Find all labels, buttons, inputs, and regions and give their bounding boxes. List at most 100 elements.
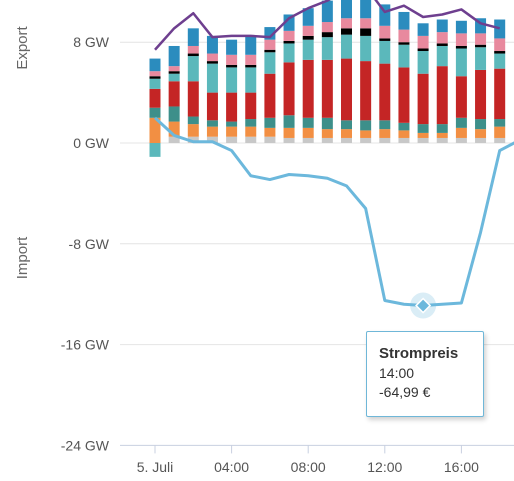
bar-segment[interactable] — [283, 40, 295, 44]
bar-segment[interactable] — [436, 32, 448, 44]
bar-segment[interactable] — [245, 64, 257, 68]
bar-segment[interactable] — [168, 81, 180, 107]
bar-segment[interactable] — [302, 117, 314, 128]
bar-segment[interactable] — [149, 88, 161, 108]
bar-segment[interactable] — [475, 69, 487, 120]
bar-segment[interactable] — [398, 42, 410, 45]
bar-segment[interactable] — [379, 25, 391, 39]
bar-segment[interactable] — [436, 43, 448, 46]
bar-segment[interactable] — [283, 43, 295, 63]
bar-segment[interactable] — [321, 117, 333, 130]
bar-segment[interactable] — [455, 45, 467, 49]
bar-segment[interactable] — [475, 129, 487, 138]
bar-segment[interactable] — [264, 52, 276, 74]
bar-segment[interactable] — [187, 81, 199, 117]
bar-segment[interactable] — [398, 29, 410, 43]
bar-segment[interactable] — [245, 136, 257, 143]
bar-segment[interactable] — [283, 30, 295, 41]
bar-segment[interactable] — [283, 115, 295, 128]
series-lines[interactable] — [153, 0, 514, 319]
bar-segment[interactable] — [226, 121, 238, 127]
bar-segment[interactable] — [455, 137, 467, 143]
bar-segment[interactable] — [206, 120, 218, 127]
bar-segment[interactable] — [283, 62, 295, 116]
bar-segment[interactable] — [436, 66, 448, 125]
bar-segment[interactable] — [302, 8, 314, 26]
bar-segment[interactable] — [168, 136, 180, 143]
bar-segment[interactable] — [494, 119, 506, 127]
bar-segment[interactable] — [245, 54, 257, 65]
bar-segment[interactable] — [398, 130, 410, 138]
bar-segment[interactable] — [417, 132, 429, 138]
bar-segment[interactable] — [149, 117, 161, 143]
bar-segment[interactable] — [302, 35, 314, 40]
bar-segment[interactable] — [264, 117, 276, 128]
bar-segment[interactable] — [187, 136, 199, 143]
bar-segment[interactable] — [321, 22, 333, 33]
bar-segment[interactable] — [321, 37, 333, 60]
bar-segment[interactable] — [475, 18, 487, 34]
bar-segment[interactable] — [379, 40, 391, 64]
bar-segment[interactable] — [417, 35, 429, 49]
hover-marker[interactable] — [415, 297, 432, 314]
bar-segment[interactable] — [321, 59, 333, 118]
bar-segment[interactable] — [168, 71, 180, 74]
bar-segment[interactable] — [206, 35, 218, 54]
bar-segment[interactable] — [187, 28, 199, 46]
bar-segment[interactable] — [341, 58, 352, 121]
bar-segment[interactable] — [187, 45, 199, 54]
bar-segment[interactable] — [302, 25, 314, 36]
bar-segment[interactable] — [226, 64, 238, 68]
bar-segment[interactable] — [436, 19, 448, 33]
bar-segment[interactable] — [417, 137, 429, 143]
bar-segment[interactable] — [398, 137, 410, 143]
bar-segment[interactable] — [455, 48, 467, 77]
bar-segment[interactable] — [494, 126, 506, 138]
bar-segment[interactable] — [360, 61, 372, 121]
bar-segment[interactable] — [149, 76, 161, 79]
bar-segment[interactable] — [149, 71, 161, 77]
bar-segment[interactable] — [475, 33, 487, 45]
bar-segment[interactable] — [360, 137, 372, 143]
bar-segment[interactable] — [264, 49, 276, 53]
bar-segment[interactable] — [379, 137, 391, 143]
bar-segment[interactable] — [264, 136, 276, 143]
bar-segment[interactable] — [206, 126, 218, 137]
bar-segment[interactable] — [360, 0, 372, 19]
bar-segment[interactable] — [398, 44, 410, 68]
bar-segment[interactable] — [264, 39, 276, 50]
bar-segment[interactable] — [494, 51, 506, 54]
bar-segment[interactable] — [226, 92, 238, 122]
bar-segment[interactable] — [168, 66, 180, 72]
bar-segment[interactable] — [436, 124, 448, 133]
bar-segment[interactable] — [494, 137, 506, 143]
bar-segment[interactable] — [206, 63, 218, 93]
bar-segment[interactable] — [398, 122, 410, 131]
bar-segment[interactable] — [494, 38, 506, 52]
bar-segment[interactable] — [245, 92, 257, 120]
bar-segment[interactable] — [455, 117, 467, 128]
bar-segment[interactable] — [187, 56, 199, 82]
bar-segment[interactable] — [226, 67, 238, 93]
bar-segment[interactable] — [302, 137, 314, 143]
bar-segment[interactable] — [226, 136, 238, 143]
bar-segment[interactable] — [360, 28, 372, 36]
bar-segment[interactable] — [475, 137, 487, 143]
bar-segment[interactable] — [321, 32, 333, 38]
bar-segment[interactable] — [149, 107, 161, 118]
bar-segment[interactable] — [264, 127, 276, 137]
bar-segment[interactable] — [455, 33, 467, 46]
bar-segment[interactable] — [168, 73, 180, 82]
bar-segment[interactable] — [436, 132, 448, 138]
bar-segment[interactable] — [398, 11, 410, 30]
bar-segment[interactable] — [302, 39, 314, 60]
bar-segment[interactable] — [168, 121, 180, 137]
bar-segment[interactable] — [360, 130, 372, 138]
bar-segment[interactable] — [417, 73, 429, 125]
bar-segment[interactable] — [455, 20, 467, 34]
bar-segment[interactable] — [436, 45, 448, 67]
bar-segment[interactable] — [341, 137, 352, 143]
bar-segment[interactable] — [341, 34, 352, 59]
bar-segment[interactable] — [206, 53, 218, 62]
bar-segment[interactable] — [245, 35, 257, 55]
